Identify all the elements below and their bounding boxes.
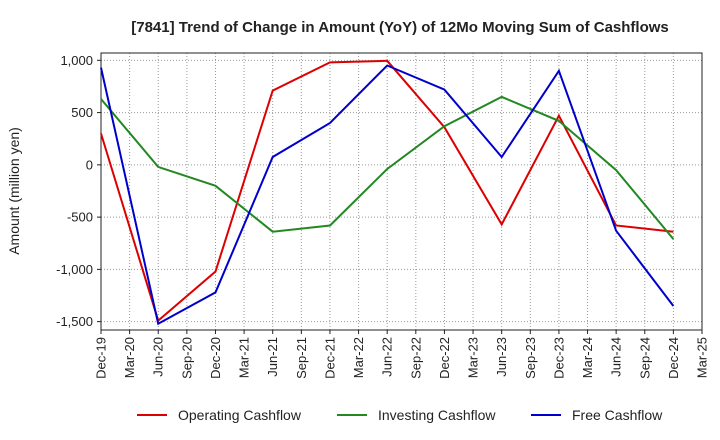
legend-label-operating-cashflow: Operating Cashflow [178,407,302,423]
x-tick-label: Mar-25 [695,337,710,378]
x-tick-label: Sep-24 [637,337,652,379]
x-tick-label: Dec-22 [437,337,452,379]
x-tick-label: Dec-23 [551,337,566,379]
y-tick-label: 500 [71,105,93,120]
plot-area-frame [100,52,703,331]
y-tick-label: -1,000 [56,262,93,277]
x-tick-label: Dec-21 [322,337,337,379]
y-axis: 1,000 500 0 -500 -1,000 -1,500 [56,53,101,329]
x-tick-label: Mar-24 [580,337,595,378]
x-tick-label: Jun-20 [151,337,166,377]
x-tick-label: Sep-22 [408,337,423,379]
x-tick-label: Dec-20 [208,337,223,379]
free-cashflow-line [100,64,675,326]
x-tick-label: Dec-19 [94,337,109,379]
y-tick-label: 1,000 [60,53,93,68]
grid-lines [100,53,703,330]
y-tick-label: 0 [86,157,93,172]
x-tick-label: Mar-22 [351,337,366,378]
x-tick-label: Mar-23 [466,337,481,378]
x-axis: Dec-19 Mar-20 Jun-20 Sep-20 Dec-20 Mar-21 Jun-… [94,330,710,379]
legend-label-free-cashflow: Free Cashflow [572,407,663,423]
y-axis-label: Amount (million yen) [6,127,22,255]
series-lines [100,59,675,326]
legend-label-investing-cashflow: Investing Cashflow [378,407,496,423]
x-tick-label: Sep-23 [523,337,538,379]
x-tick-label: Sep-21 [294,337,309,379]
y-tick-label: -500 [67,210,93,225]
x-tick-label: Jun-24 [609,337,624,377]
x-tick-label: Dec-24 [666,337,681,379]
x-tick-label: Jun-23 [494,337,509,377]
x-tick-label: Jun-22 [380,337,395,377]
x-tick-label: Mar-20 [122,337,137,378]
chart-title: [7841] Trend of Change in Amount (YoY) o… [131,19,669,36]
x-tick-label: Jun-21 [265,337,280,377]
x-tick-label: Mar-21 [237,337,252,378]
operating-cashflow-line [100,59,674,323]
legend: Operating Cashflow Investing Cashflow Free… [137,407,663,423]
investing-cashflow-line [100,95,675,240]
x-tick-label: Sep-20 [179,337,194,379]
y-tick-label: -1,500 [56,314,93,329]
